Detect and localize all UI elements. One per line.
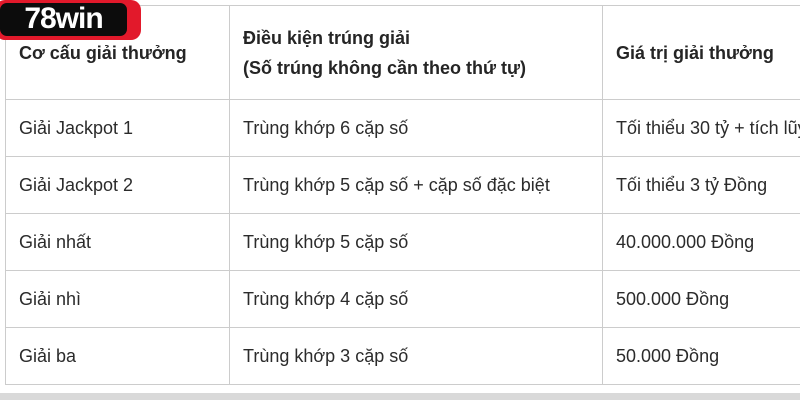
brand-logo-inner: 78win (0, 3, 127, 36)
cell-prize: Giải Jackpot 1 (5, 99, 230, 157)
cell-prize: Giải nhất (5, 213, 230, 271)
header-condition-line1: Điều kiện trúng giải (243, 27, 411, 48)
cell-value: Tối thiểu 3 tỷ Đồng (602, 156, 800, 214)
header-value-label: Giá trị giải thưởng (616, 42, 774, 63)
cell-prize: Giải nhì (5, 270, 230, 328)
cell-condition: Trùng khớp 5 cặp số (229, 213, 603, 271)
header-structure-label: Cơ cấu giải thưởng (19, 42, 187, 63)
header-cell-condition: Điều kiện trúng giải (Số trúng không cần… (229, 5, 603, 100)
cell-value: 40.000.000 Đồng (602, 213, 800, 271)
bottom-edge-strip (0, 393, 800, 400)
header-condition-line2: (Số trúng không cần theo thứ tự) (243, 57, 527, 78)
cell-condition: Trùng khớp 6 cặp số (229, 99, 603, 157)
prize-structure-table: Cơ cấu giải thưởng Điều kiện trúng giải … (5, 5, 800, 385)
table-row-jackpot1: Giải Jackpot 1 Trùng khớp 6 cặp số Tối t… (5, 99, 800, 157)
brand-logo-badge: 78win (0, 0, 141, 40)
cell-condition: Trùng khớp 4 cặp số (229, 270, 603, 328)
table-row-jackpot2: Giải Jackpot 2 Trùng khớp 5 cặp số + cặp… (5, 156, 800, 214)
cell-prize: Giải ba (5, 327, 230, 385)
table-row-first-prize: Giải nhất Trùng khớp 5 cặp số 40.000.000… (5, 213, 800, 271)
table-row-third-prize: Giải ba Trùng khớp 3 cặp số 50.000 Đồng (5, 327, 800, 385)
header-cell-value: Giá trị giải thưởng (602, 5, 800, 100)
cell-value: 500.000 Đồng (602, 270, 800, 328)
cell-prize: Giải Jackpot 2 (5, 156, 230, 214)
header-row: Cơ cấu giải thưởng Điều kiện trúng giải … (5, 5, 800, 100)
cell-value: Tối thiểu 30 tỷ + tích lũy (602, 99, 800, 157)
cell-condition: Trùng khớp 5 cặp số + cặp số đặc biệt (229, 156, 603, 214)
brand-logo-text: 78win (24, 1, 103, 35)
table-row-second-prize: Giải nhì Trùng khớp 4 cặp số 500.000 Đồn… (5, 270, 800, 328)
cell-value: 50.000 Đồng (602, 327, 800, 385)
cell-condition: Trùng khớp 3 cặp số (229, 327, 603, 385)
